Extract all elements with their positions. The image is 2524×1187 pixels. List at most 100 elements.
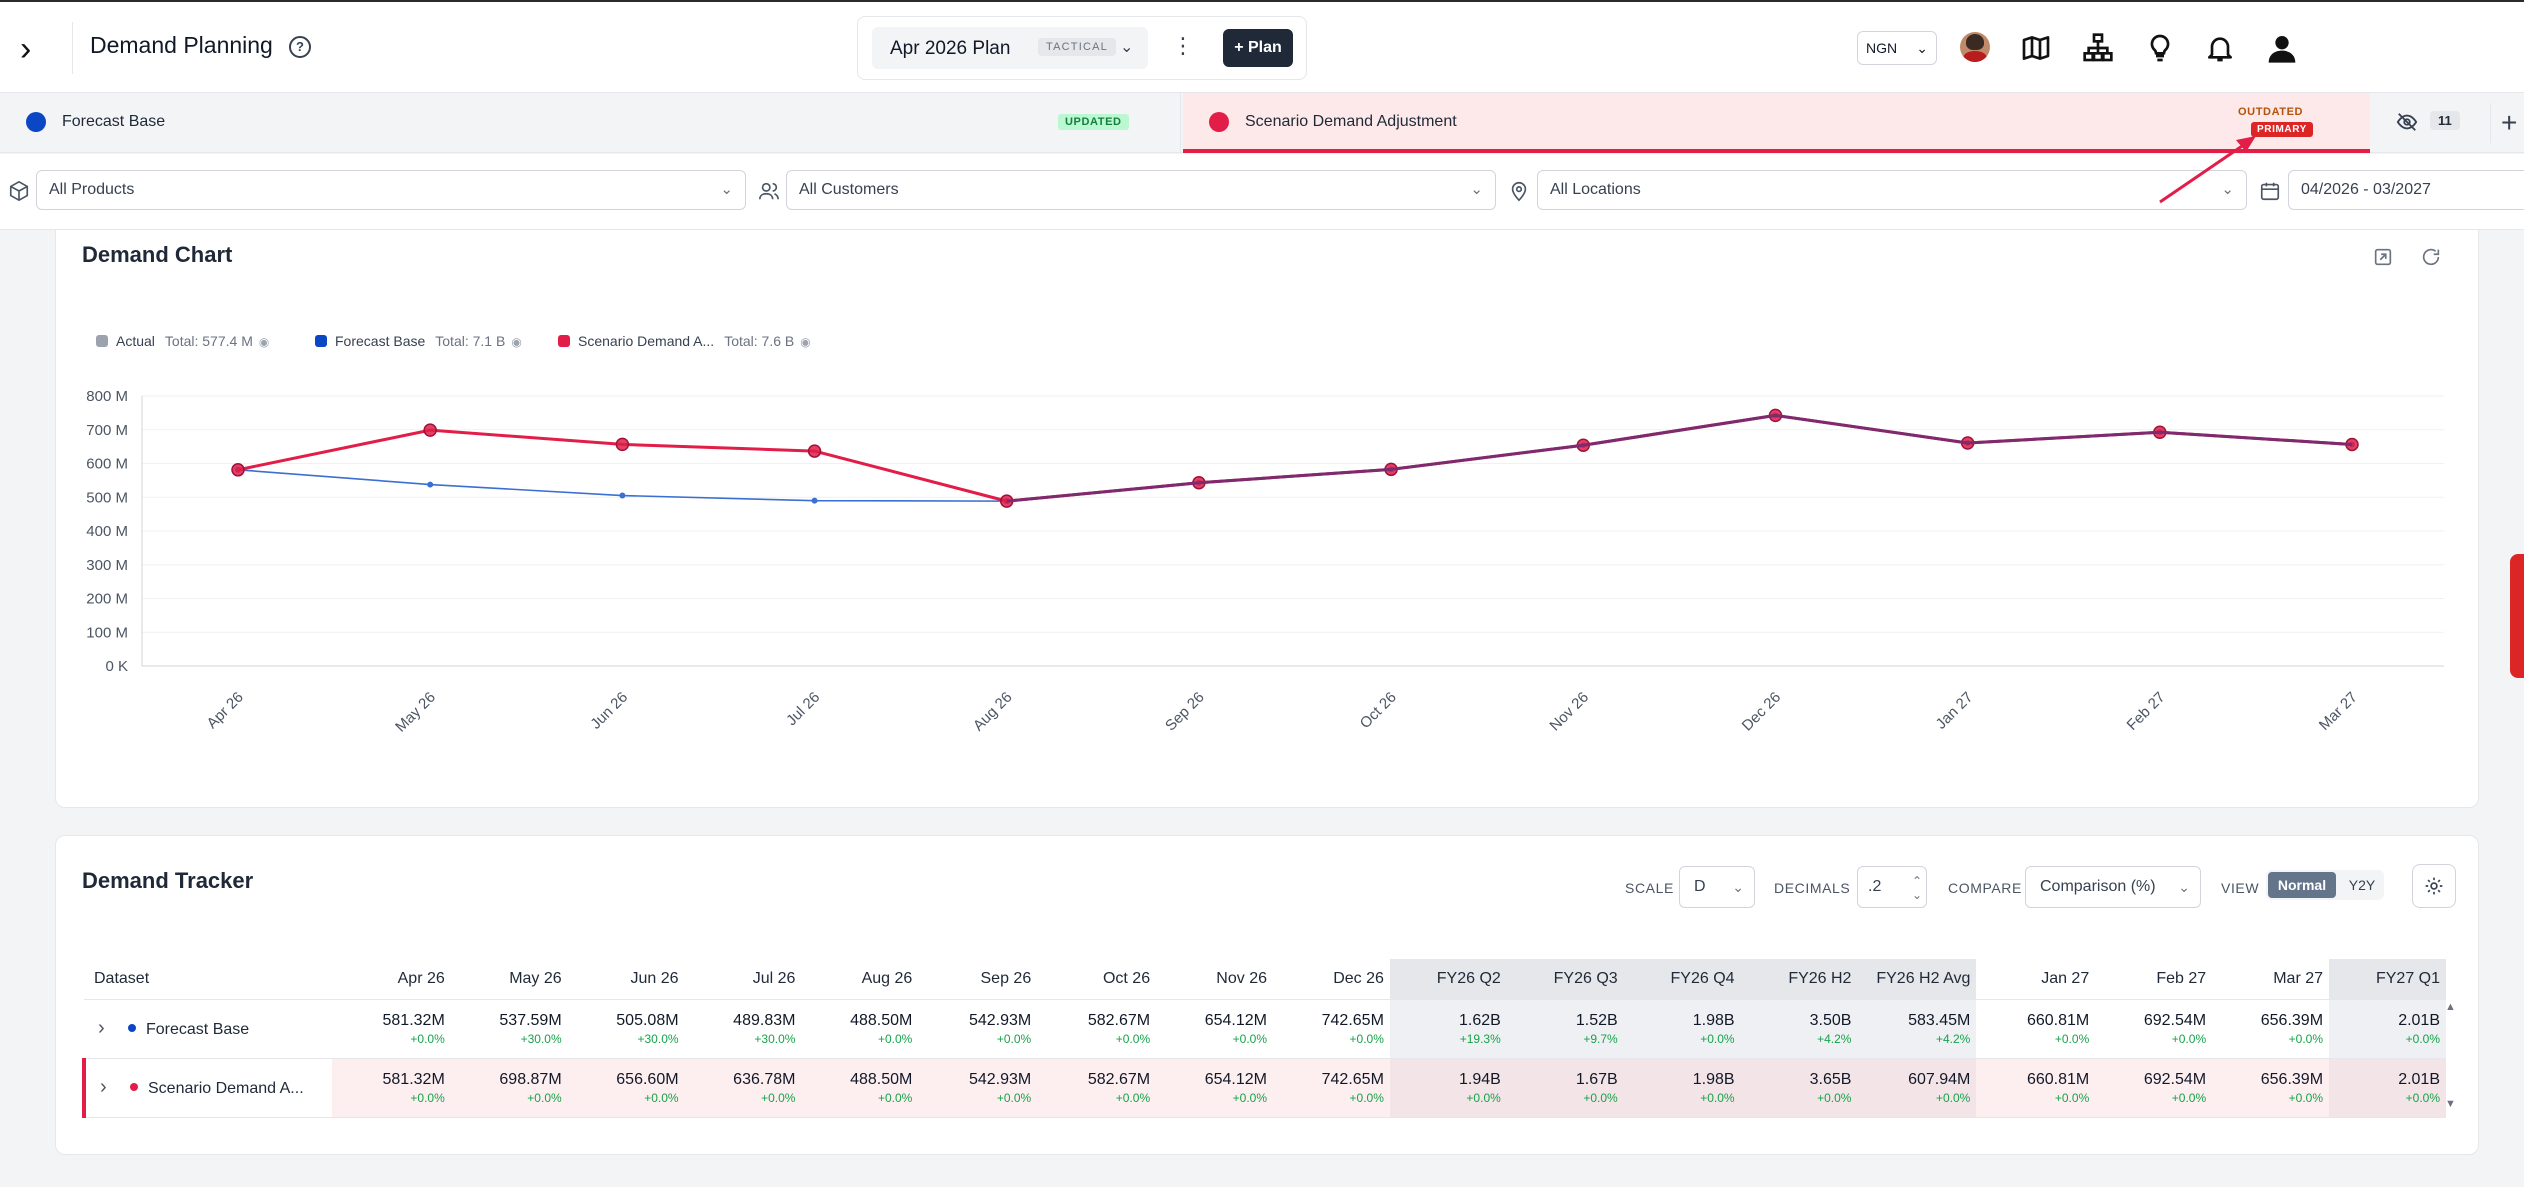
date-range-filter[interactable]: 04/2026 - 03/2027 (2288, 170, 2524, 210)
avatar[interactable] (1960, 32, 1990, 62)
view-normal-button[interactable]: Normal (2268, 872, 2336, 898)
table-cell[interactable]: 660.81M +0.0% (1976, 1058, 2096, 1118)
table-cell[interactable]: 1.67B +0.0% (1506, 1058, 1624, 1118)
table-cell[interactable]: 660.81M +0.0% (1976, 999, 2096, 1059)
table-cell[interactable]: 581.32M +0.0% (331, 1058, 451, 1118)
table-cell[interactable]: 489.83M +30.0% (684, 999, 802, 1059)
side-panel-handle[interactable] (2510, 554, 2524, 678)
table-cell[interactable]: 542.93M +0.0% (918, 999, 1038, 1059)
stepper-up-icon[interactable]: ⌃ (1911, 874, 1922, 888)
scale-select[interactable]: D ⌄ (1679, 866, 1755, 908)
table-cell[interactable]: 581.32M +0.0% (331, 999, 451, 1059)
tab-forecast-base[interactable]: Forecast Base UPDATED (0, 93, 1181, 153)
column-header[interactable]: Sep 26 (918, 959, 1038, 1000)
table-cell[interactable]: 636.78M +0.0% (684, 1058, 802, 1118)
view-y2y-button[interactable]: Y2Y (2348, 877, 2376, 893)
table-cell[interactable]: 3.65B +0.0% (1740, 1058, 1858, 1118)
legend-item-scenario[interactable]: Scenario Demand A... Total: 7.6 B ◉ (558, 333, 811, 349)
column-header[interactable]: FY26 H2 Avg (1857, 959, 1977, 1000)
column-header[interactable]: Jul 26 (684, 959, 802, 1000)
add-tab-button[interactable]: + (2490, 103, 2524, 143)
table-cell[interactable]: 542.93M +0.0% (918, 1058, 1038, 1118)
table-cell[interactable]: 2.01B +0.0% (2329, 999, 2446, 1059)
table-cell[interactable]: 654.12M +0.0% (1156, 999, 1273, 1059)
table-cell[interactable]: 742.65M +0.0% (1273, 1058, 1390, 1118)
locations-filter[interactable]: All Locations ⌄ (1537, 170, 2247, 210)
table-cell[interactable]: 582.67M +0.0% (1037, 1058, 1157, 1118)
table-cell[interactable]: 1.52B +9.7% (1506, 999, 1624, 1059)
lightbulb-icon[interactable] (2144, 32, 2176, 64)
scroll-up-icon[interactable]: ▲ (2445, 1001, 2456, 1013)
user-icon[interactable] (2266, 32, 2298, 64)
table-cell[interactable]: 1.62B +19.3% (1389, 999, 1507, 1059)
column-header[interactable]: Jan 27 (1976, 959, 2096, 1000)
table-cell[interactable]: 1.94B +0.0% (1389, 1058, 1507, 1118)
row-dataset-cell[interactable]: › Forecast Base (84, 999, 332, 1059)
column-header[interactable]: Feb 27 (2095, 959, 2213, 1000)
eye-icon[interactable]: ◉ (511, 335, 522, 349)
table-cell[interactable]: 505.08M +30.0% (567, 999, 685, 1059)
table-cell[interactable]: 537.59M +30.0% (450, 999, 568, 1059)
column-header[interactable]: FY26 Q3 (1506, 959, 1624, 1000)
compare-select[interactable]: Comparison (%) ⌄ (2025, 866, 2201, 908)
table-cell[interactable]: 488.50M +0.0% (801, 999, 919, 1059)
table-row[interactable]: › Scenario Demand A... 581.32M +0.0% 698.87M… (82, 1058, 2446, 1118)
column-header[interactable]: May 26 (450, 959, 568, 1000)
table-cell[interactable]: 692.54M +0.0% (2095, 1058, 2213, 1118)
column-header[interactable]: FY26 Q4 (1623, 959, 1741, 1000)
column-header[interactable]: Oct 26 (1037, 959, 1157, 1000)
table-cell[interactable]: 1.98B +0.0% (1623, 1058, 1741, 1118)
table-cell[interactable]: 654.12M +0.0% (1156, 1058, 1273, 1118)
stepper-down-icon[interactable]: ⌄ (1911, 888, 1922, 902)
column-header[interactable]: Nov 26 (1156, 959, 1273, 1000)
more-vertical-icon[interactable]: ⋮ (1172, 33, 1194, 58)
chevron-right-icon[interactable]: › (20, 30, 32, 68)
table-cell[interactable]: 656.39M +0.0% (2212, 1058, 2330, 1118)
table-cell[interactable]: 1.98B +0.0% (1623, 999, 1741, 1059)
decimals-stepper[interactable]: .2 ⌃ ⌄ (1857, 866, 1927, 908)
table-cell[interactable]: 488.50M +0.0% (801, 1058, 919, 1118)
legend-item-actual[interactable]: Actual Total: 577.4 M ◉ (96, 333, 269, 349)
products-filter[interactable]: All Products ⌄ (36, 170, 746, 210)
column-header[interactable]: Aug 26 (801, 959, 919, 1000)
column-header[interactable]: FY26 H2 (1740, 959, 1858, 1000)
tab-scenario-demand-adjustment[interactable]: Scenario Demand Adjustment OUTDATED PRIM… (1183, 93, 2370, 153)
hidden-datasets-toggle[interactable]: 11 (2372, 93, 2486, 153)
refresh-icon[interactable] (2420, 246, 2442, 268)
bell-icon[interactable] (2204, 32, 2236, 64)
eye-icon[interactable]: ◉ (800, 335, 811, 349)
column-header[interactable]: Dec 26 (1273, 959, 1390, 1000)
table-cell[interactable]: 698.87M +0.0% (450, 1058, 568, 1118)
currency-select[interactable]: NGN ⌄ (1857, 31, 1937, 65)
table-cell[interactable]: 692.54M +0.0% (2095, 999, 2213, 1059)
table-cell[interactable]: 2.01B +0.0% (2329, 1058, 2446, 1118)
table-cell[interactable]: 742.65M +0.0% (1273, 999, 1390, 1059)
eye-icon[interactable]: ◉ (258, 335, 270, 349)
help-icon[interactable]: ? (289, 36, 311, 58)
column-header[interactable]: FY26 Q2 (1389, 959, 1507, 1000)
legend-item-forecast-base[interactable]: Forecast Base Total: 7.1 B ◉ (315, 333, 522, 349)
chevron-right-icon[interactable]: › (100, 1076, 107, 1098)
table-row[interactable]: › Forecast Base 581.32M +0.0% 537.59M +30.0% 5… (84, 999, 2446, 1059)
plan-select[interactable]: Apr 2026 Plan TACTICAL ⌄ (872, 27, 1148, 69)
tracker-settings-button[interactable] (2412, 864, 2456, 908)
table-cell[interactable]: 582.67M +0.0% (1037, 999, 1157, 1059)
add-plan-button[interactable]: + Plan (1223, 29, 1293, 67)
column-header[interactable]: Mar 27 (2212, 959, 2330, 1000)
table-cell[interactable]: 656.60M +0.0% (567, 1058, 685, 1118)
cell-delta: +0.0% (410, 1031, 445, 1046)
table-cell[interactable]: 607.94M +0.0% (1857, 1058, 1977, 1118)
table-cell[interactable]: 3.50B +4.2% (1740, 999, 1858, 1059)
expand-icon[interactable] (2372, 246, 2394, 268)
hierarchy-icon[interactable] (2082, 32, 2114, 64)
column-header[interactable]: FY27 Q1 (2329, 959, 2446, 1000)
scroll-down-icon[interactable]: ▼ (2445, 1098, 2456, 1110)
map-icon[interactable] (2020, 32, 2052, 64)
table-cell[interactable]: 656.39M +0.0% (2212, 999, 2330, 1059)
column-header[interactable]: Jun 26 (567, 959, 685, 1000)
table-cell[interactable]: 583.45M +4.2% (1857, 999, 1977, 1059)
chevron-right-icon[interactable]: › (98, 1017, 105, 1039)
column-header[interactable]: Apr 26 (331, 959, 451, 1000)
customers-filter[interactable]: All Customers ⌄ (786, 170, 1496, 210)
row-dataset-cell[interactable]: › Scenario Demand A... (82, 1058, 332, 1118)
